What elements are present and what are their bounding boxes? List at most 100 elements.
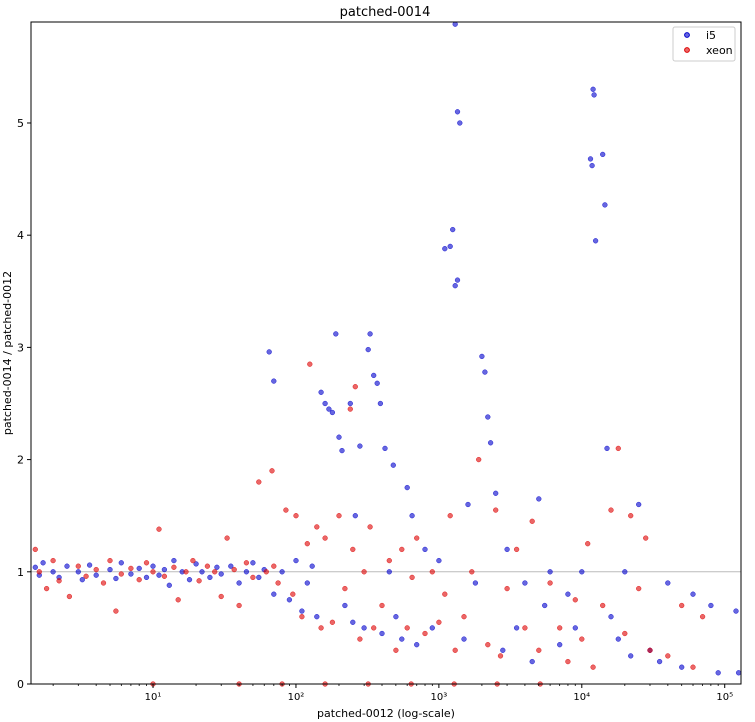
data-point-xeon xyxy=(409,574,415,581)
data-point-xeon xyxy=(447,513,453,519)
data-point-xeon xyxy=(547,580,553,586)
data-point-i5 xyxy=(339,447,345,454)
data-point-i5 xyxy=(479,353,485,360)
data-point-i5 xyxy=(447,243,453,250)
data-point-xeon xyxy=(350,546,356,553)
data-point-xeon xyxy=(557,625,563,631)
data-point-xeon xyxy=(136,577,142,583)
y-tick-label: 3 xyxy=(17,341,24,354)
data-point-xeon xyxy=(150,569,156,575)
data-point-xeon xyxy=(299,614,305,620)
data-point-i5 xyxy=(485,414,491,420)
legend-label-i5: i5 xyxy=(706,29,716,42)
legend-marker-i5 xyxy=(684,32,690,38)
data-point-xeon xyxy=(231,566,237,573)
data-point-i5 xyxy=(64,563,70,569)
legend-label-xeon: xeon xyxy=(706,44,733,57)
data-point-i5 xyxy=(604,445,610,452)
data-point-i5 xyxy=(271,591,277,597)
x-axis-label: patched-0012 (log-scale) xyxy=(317,707,455,720)
data-point-i5 xyxy=(367,331,373,337)
data-point-i5 xyxy=(357,443,363,449)
data-point-xeon xyxy=(647,647,653,653)
data-point-i5 xyxy=(587,156,594,162)
data-point-i5 xyxy=(572,625,578,631)
data-point-xeon xyxy=(118,571,124,577)
data-point-xeon xyxy=(50,557,56,564)
data-point-xeon xyxy=(43,585,50,592)
data-point-xeon xyxy=(665,653,671,659)
data-point-i5 xyxy=(565,591,571,597)
data-point-i5 xyxy=(547,569,553,575)
data-point-xeon xyxy=(572,597,578,603)
data-point-i5 xyxy=(454,277,461,283)
data-point-xeon xyxy=(565,658,571,665)
data-point-xeon xyxy=(585,541,591,547)
data-point-xeon xyxy=(461,614,467,620)
data-point-xeon xyxy=(250,574,256,581)
x-tick-label: 10² xyxy=(288,692,305,703)
data-point-i5 xyxy=(404,484,410,491)
data-point-xeon xyxy=(336,513,342,519)
y-tick-label: 2 xyxy=(17,454,24,467)
data-point-i5 xyxy=(542,602,548,609)
data-point-xeon xyxy=(485,642,491,648)
data-point-i5 xyxy=(386,569,392,575)
data-point-xeon xyxy=(628,513,634,519)
data-point-xeon xyxy=(393,647,399,653)
data-point-xeon xyxy=(386,557,392,564)
data-point-i5 xyxy=(218,571,224,577)
data-point-xeon xyxy=(615,445,621,452)
data-point-i5 xyxy=(482,369,488,375)
data-point-i5 xyxy=(442,246,448,252)
data-point-i5 xyxy=(50,569,56,575)
data-point-xeon xyxy=(429,569,435,575)
data-point-i5 xyxy=(409,513,415,519)
data-point-xeon xyxy=(536,647,542,653)
data-point-xeon xyxy=(183,569,189,575)
data-point-i5 xyxy=(399,636,405,642)
data-point-i5 xyxy=(608,614,614,620)
data-point-i5 xyxy=(347,400,353,407)
data-point-i5 xyxy=(450,226,456,233)
data-point-xeon xyxy=(322,535,328,541)
data-point-xeon xyxy=(113,608,119,614)
data-point-xeon xyxy=(212,569,218,575)
x-tick-label: 10³ xyxy=(431,692,448,703)
data-point-xeon xyxy=(66,593,73,600)
data-point-i5 xyxy=(166,582,172,588)
data-point-i5 xyxy=(326,406,332,412)
data-point-xeon xyxy=(579,636,585,642)
data-point-i5 xyxy=(390,462,396,468)
data-point-i5 xyxy=(352,513,358,519)
data-point-xeon xyxy=(271,563,277,569)
data-point-i5 xyxy=(461,636,467,642)
data-point-xeon xyxy=(171,564,177,570)
data-point-xeon xyxy=(329,619,336,625)
data-point-xeon xyxy=(679,602,685,609)
data-point-i5 xyxy=(602,202,608,208)
data-point-i5 xyxy=(493,490,499,496)
data-point-i5 xyxy=(309,563,315,569)
data-point-xeon xyxy=(367,524,373,530)
data-point-i5 xyxy=(243,569,250,575)
data-point-xeon xyxy=(414,535,420,541)
x-tick-label: 10¹ xyxy=(145,692,162,703)
data-point-xeon xyxy=(263,569,269,575)
data-point-xeon xyxy=(75,563,81,569)
data-point-i5 xyxy=(591,92,597,98)
data-point-i5 xyxy=(377,400,384,407)
data-point-i5 xyxy=(422,546,428,553)
data-point-i5 xyxy=(113,575,119,582)
x-tick-label: 10⁴ xyxy=(573,692,590,703)
data-point-xeon xyxy=(452,647,458,653)
data-point-xeon xyxy=(622,630,628,637)
data-point-i5 xyxy=(314,614,320,620)
chart-title: patched-0014 xyxy=(340,5,431,20)
data-point-xeon xyxy=(357,636,363,642)
data-point-xeon xyxy=(371,625,377,631)
data-point-xeon xyxy=(290,591,296,597)
data-point-i5 xyxy=(318,389,324,395)
data-point-xeon xyxy=(636,585,642,592)
